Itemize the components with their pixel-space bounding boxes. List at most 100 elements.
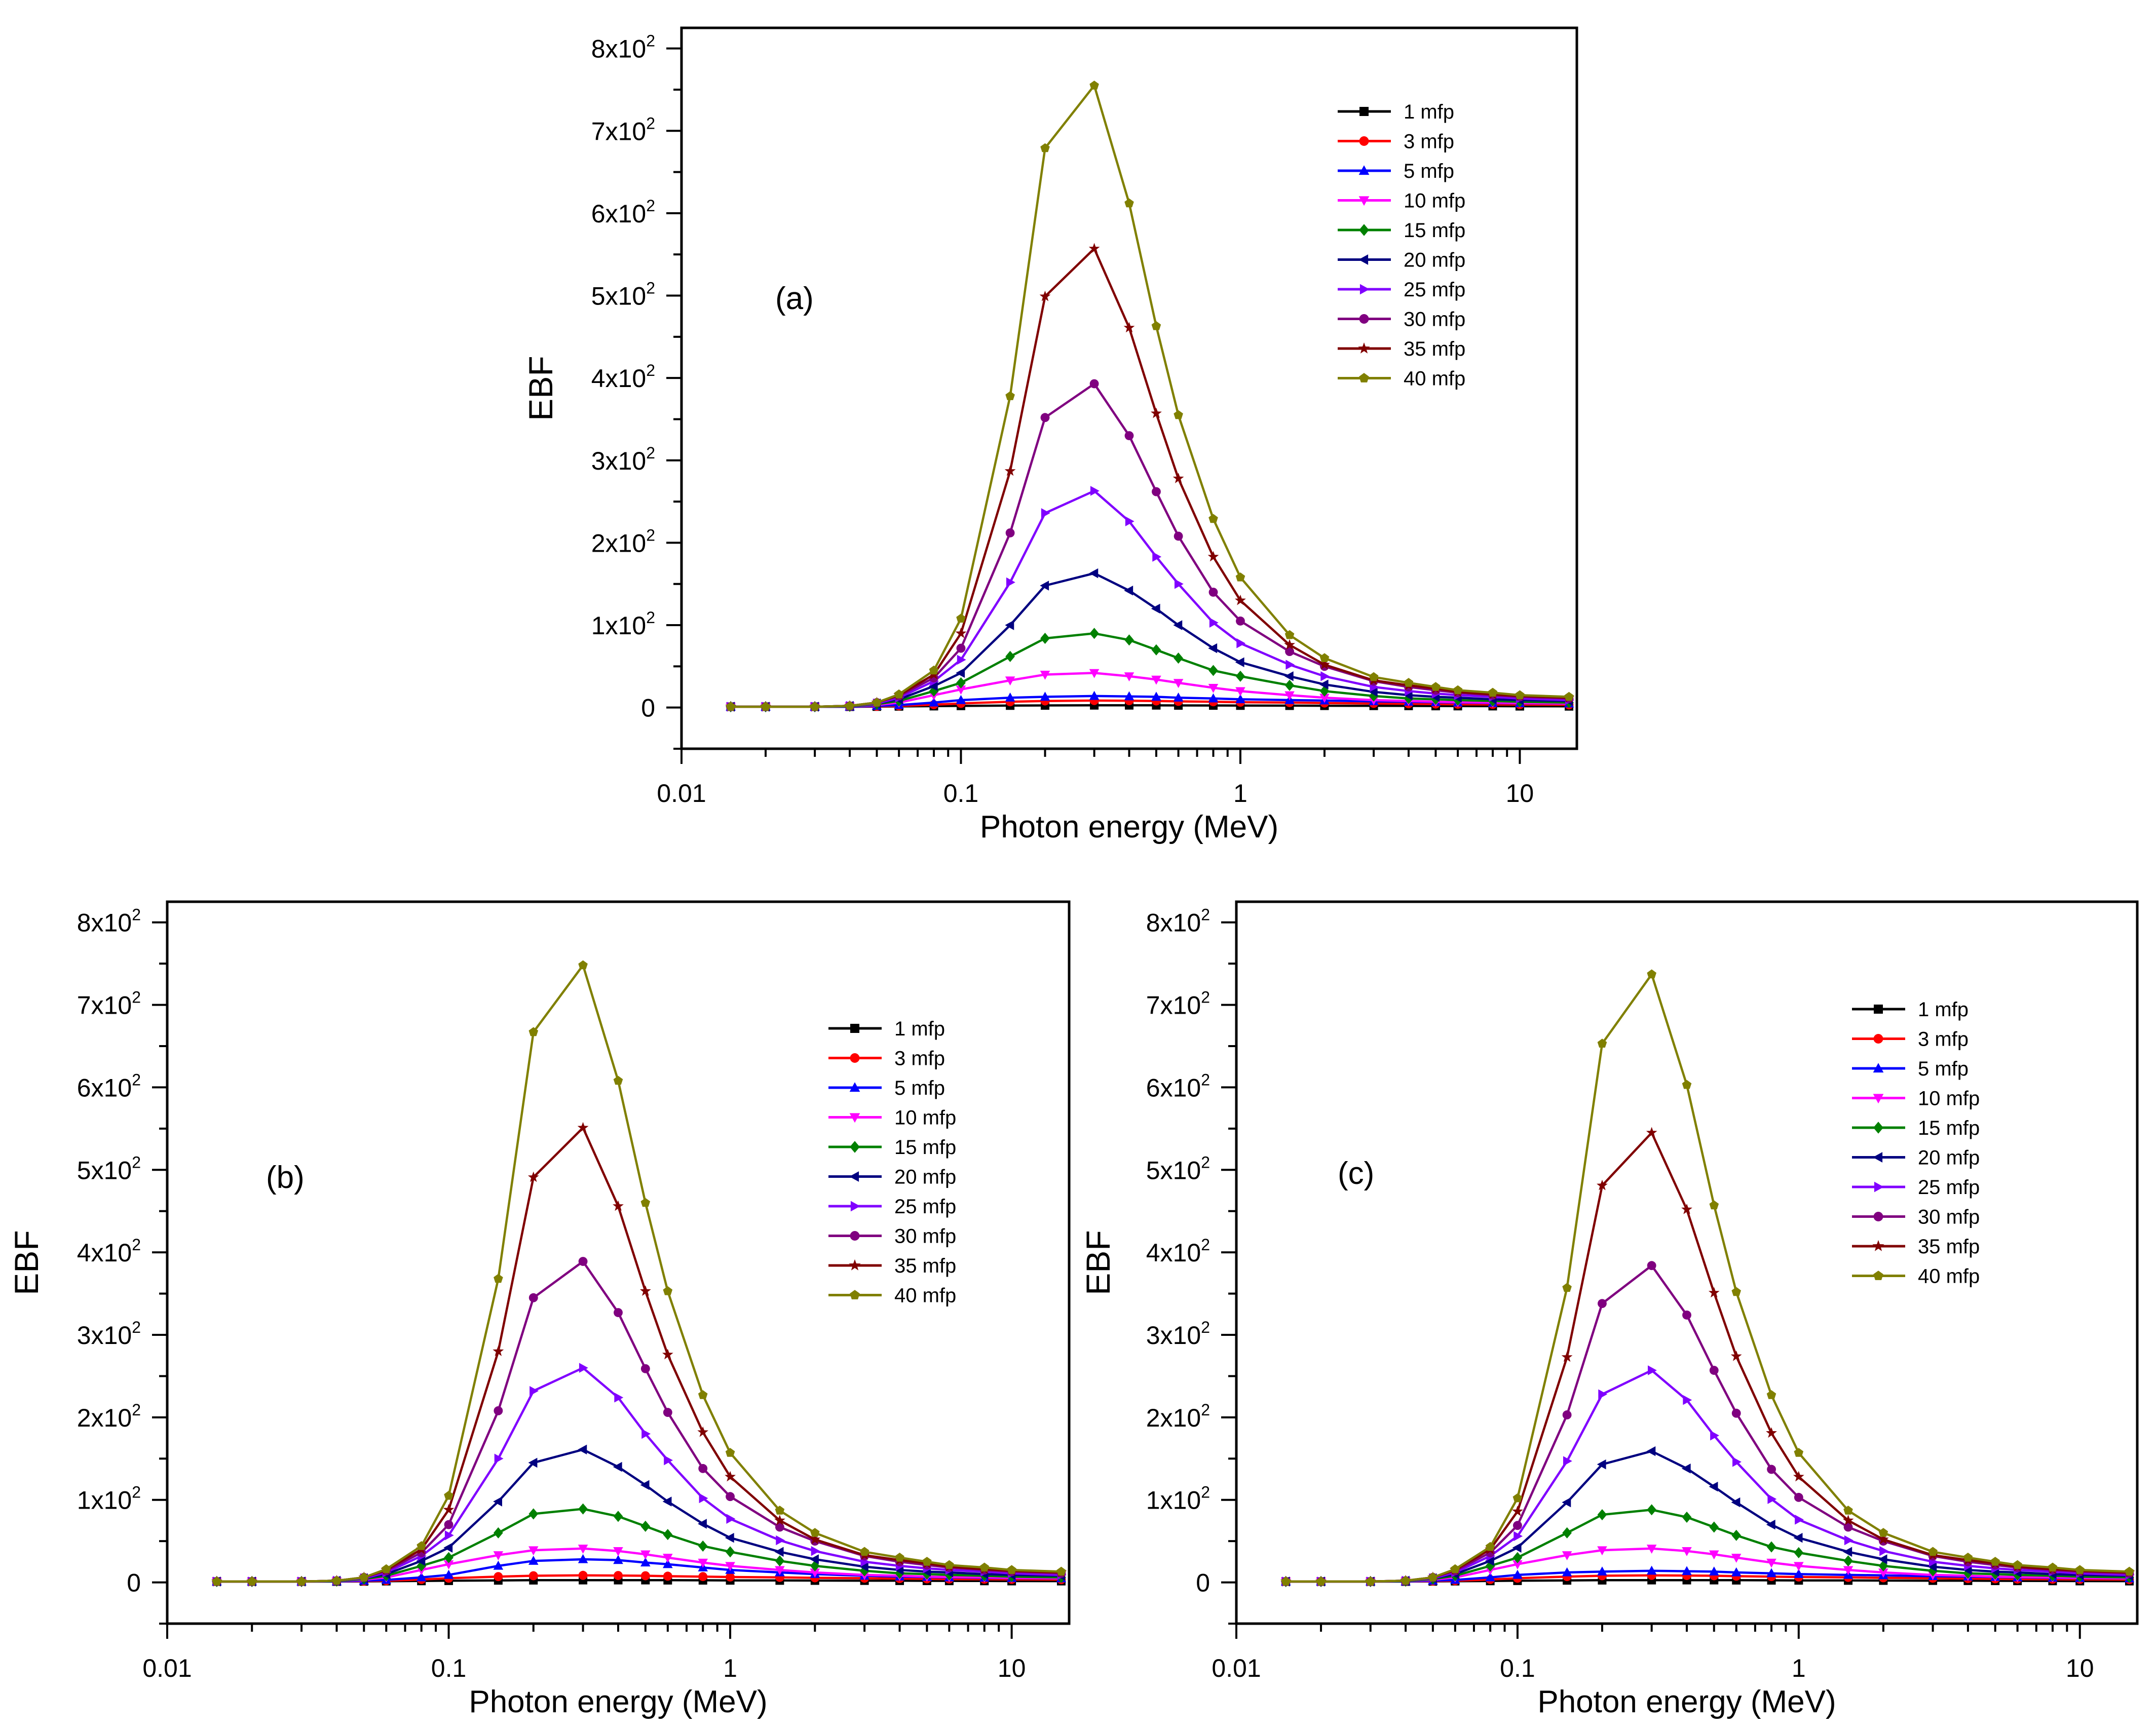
legend-marker — [1359, 314, 1369, 324]
data-point — [1040, 143, 1050, 152]
data-point — [1512, 1543, 1522, 1553]
legend-label: 3 mfp — [894, 1048, 945, 1070]
data-point — [956, 613, 966, 623]
x-tick-label: 0.1 — [943, 779, 979, 808]
data-point — [1682, 1080, 1692, 1089]
legend-item: 15 mfp — [1852, 1117, 1980, 1139]
data-point — [662, 1496, 672, 1507]
data-point — [1284, 691, 1295, 701]
data-point — [1125, 516, 1134, 526]
data-point — [809, 1533, 821, 1545]
data-point — [697, 1426, 709, 1437]
data-point — [578, 1545, 588, 1554]
data-point — [1428, 1572, 1438, 1582]
y-tick-label: 6x102 — [77, 1070, 141, 1102]
data-point — [1319, 653, 1330, 662]
data-point — [1316, 1577, 1326, 1586]
data-point — [1709, 1366, 1719, 1375]
data-point — [1731, 1408, 1741, 1418]
x-tick-label: 0.01 — [657, 779, 706, 808]
data-point — [444, 1530, 454, 1541]
data-point — [725, 1448, 735, 1457]
data-point — [1597, 1509, 1607, 1521]
x-tick-label: 0.1 — [431, 1654, 467, 1682]
data-point — [1766, 1427, 1777, 1438]
data-point — [1597, 1179, 1608, 1190]
data-point — [212, 1577, 222, 1586]
legend-item: 20 mfp — [1338, 249, 1465, 272]
data-point — [1488, 687, 1498, 697]
data-point — [872, 698, 882, 707]
data-point — [1731, 1287, 1741, 1296]
y-tick-label: 2x102 — [591, 526, 655, 557]
data-point — [774, 1547, 784, 1557]
legend-label: 35 mfp — [1404, 338, 1465, 360]
legend-marker — [1359, 107, 1369, 116]
data-point — [928, 681, 938, 691]
data-point — [1124, 431, 1134, 440]
data-point — [1795, 1515, 1804, 1525]
legend-marker — [1874, 1005, 1883, 1014]
legend: 1 mfp 3 mfp 5 mfp 10 mfp 15 mfp 20 mfp 25 mfp 3… — [1338, 101, 1465, 390]
data-point — [1450, 1564, 1460, 1573]
legend-label: 10 mfp — [894, 1107, 956, 1129]
series-group — [1280, 969, 2135, 1587]
data-point — [761, 702, 771, 711]
data-point — [775, 1522, 784, 1532]
data-point — [527, 1171, 539, 1182]
data-point — [2125, 1566, 2134, 1576]
data-point — [1564, 691, 1574, 701]
data-point — [775, 1555, 785, 1567]
data-point — [1709, 1521, 1719, 1533]
data-point — [1963, 1552, 1973, 1562]
data-point — [1040, 633, 1050, 644]
y-tick-label: 7x102 — [591, 114, 655, 145]
data-point — [698, 1390, 708, 1399]
data-point — [1794, 1547, 1804, 1558]
data-point — [1285, 647, 1294, 657]
data-point — [1005, 676, 1015, 686]
data-point — [663, 1559, 673, 1568]
data-point — [1236, 617, 1245, 626]
data-point — [529, 1386, 539, 1396]
data-point — [1089, 669, 1100, 678]
data-point — [1319, 679, 1329, 689]
data-point — [726, 1514, 736, 1524]
data-point — [1236, 638, 1246, 648]
panel-a: 0.01 0.1 1 10 0 1x102 2x102 3x102 4x102 5x102 6x10… — [522, 26, 1578, 844]
legend-label: 5 mfp — [1404, 160, 1454, 182]
data-point — [663, 1571, 672, 1581]
data-point — [1152, 487, 1161, 496]
data-point — [443, 1569, 454, 1579]
data-point — [944, 1560, 954, 1569]
series-group — [725, 81, 1575, 713]
data-point — [1366, 1577, 1376, 1586]
x-tick-label: 0.01 — [1212, 1654, 1261, 1682]
data-point — [1124, 691, 1134, 701]
data-point — [1512, 1569, 1523, 1579]
data-point — [1928, 1547, 1938, 1556]
legend-label: 15 mfp — [1918, 1117, 1980, 1139]
data-point — [929, 665, 939, 675]
data-point — [1683, 1395, 1692, 1405]
data-point — [1005, 620, 1014, 630]
data-point — [1284, 671, 1294, 681]
legend-item: 40 mfp — [1338, 368, 1465, 390]
data-point — [1123, 322, 1135, 333]
x-tick-label: 0.1 — [1500, 1654, 1535, 1682]
legend-marker — [1359, 136, 1369, 146]
data-point — [1152, 552, 1162, 562]
data-point — [1597, 1459, 1606, 1470]
data-point — [578, 1554, 588, 1563]
legend-marker — [1359, 284, 1370, 295]
data-point — [1766, 1541, 1776, 1553]
data-point — [1648, 1365, 1657, 1375]
panel-label: (b) — [266, 1160, 305, 1195]
data-point — [528, 1457, 538, 1468]
data-point — [494, 1406, 503, 1415]
legend-label: 15 mfp — [1404, 219, 1465, 242]
legend-marker — [849, 1082, 860, 1092]
data-point — [1401, 1575, 1411, 1585]
data-point — [774, 1515, 785, 1525]
data-point — [1843, 1506, 1853, 1515]
